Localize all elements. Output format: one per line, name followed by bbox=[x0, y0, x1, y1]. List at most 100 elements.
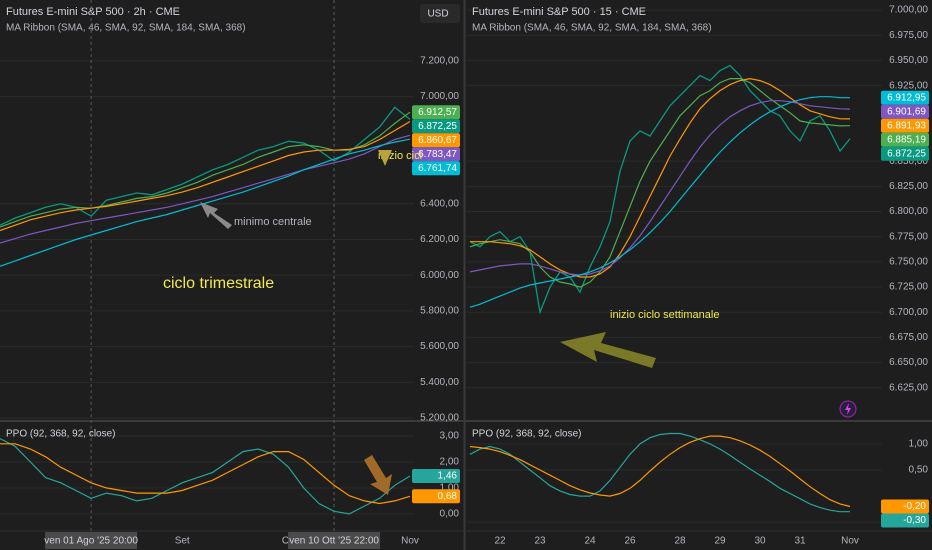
y-tick-label: 6.950,00 bbox=[889, 55, 928, 66]
price-line bbox=[470, 77, 851, 278]
y-tick-label: 5.200,00 bbox=[420, 413, 459, 424]
y-tick-label: 6.700,00 bbox=[889, 307, 928, 318]
y-tick-label: 6.675,00 bbox=[889, 332, 928, 343]
y-tick-label: 7.200,00 bbox=[420, 56, 459, 67]
currency-label: USD bbox=[427, 9, 448, 20]
x-tick-label: Nov bbox=[841, 536, 859, 547]
price-badge-label: 6.912,57 bbox=[418, 107, 457, 118]
y-tick-label: 7.000,00 bbox=[889, 5, 928, 16]
price-badge bbox=[412, 489, 460, 504]
y-tick-label: 6.000,00 bbox=[420, 270, 459, 281]
arrow-minimo bbox=[200, 202, 232, 229]
arrow-ppo bbox=[364, 455, 392, 495]
x-tick-label: Nov bbox=[401, 536, 419, 547]
x-tick-label: 28 bbox=[674, 536, 686, 547]
price-line bbox=[469, 78, 851, 288]
price-badge-label: 6.761,74 bbox=[418, 163, 457, 174]
chart-title: PPO (92, 368, 92, close) bbox=[6, 429, 116, 440]
y-tick-label: 7.000,00 bbox=[420, 91, 459, 102]
y-tick-label: 0,50 bbox=[909, 465, 929, 476]
y-tick-label: 5.600,00 bbox=[420, 341, 459, 352]
y-tick-label: 5.800,00 bbox=[420, 306, 459, 317]
price-badge bbox=[881, 118, 929, 133]
indicator-line bbox=[469, 432, 850, 513]
y-tick-label: 6.925,00 bbox=[889, 80, 928, 91]
chart-subtitle: MA Ribbon (SMA, 46, SMA, 92, SMA, 184, S… bbox=[6, 23, 246, 34]
price-badge bbox=[412, 119, 460, 134]
x-tick-label: 23 bbox=[534, 536, 546, 547]
price-badge-label: 6.860,67 bbox=[418, 135, 457, 146]
x-tick-label: 24 bbox=[584, 536, 596, 547]
crosshair-label-bg bbox=[45, 532, 138, 549]
x-tick-label: Set bbox=[175, 536, 190, 547]
annotation: minimo centrale bbox=[234, 216, 312, 228]
x-tick-label: 29 bbox=[714, 536, 726, 547]
chart-title: PPO (92, 368, 92, close) bbox=[472, 429, 582, 440]
crosshair-label: ven 10 Ott '25 22:00 bbox=[289, 536, 379, 547]
y-tick-label: 6.975,00 bbox=[889, 30, 928, 41]
arrow-settimanale bbox=[560, 332, 656, 368]
crosshair-label: ven 01 Ago '25 20:00 bbox=[44, 536, 138, 547]
x-tick-label: 31 bbox=[794, 536, 806, 547]
price-badge bbox=[412, 133, 460, 148]
indicator-line bbox=[0, 438, 411, 515]
price-badge-label: 6.891,93 bbox=[887, 120, 926, 131]
price-line bbox=[0, 120, 411, 232]
y-tick-label: 6.625,00 bbox=[889, 382, 928, 393]
price-badge bbox=[881, 513, 929, 528]
crosshair-label-bg bbox=[288, 532, 381, 549]
price-badge-label: 6.872,25 bbox=[418, 121, 457, 132]
annotation: ciclo trimestrale bbox=[163, 275, 274, 292]
chart-subtitle: MA Ribbon (SMA, 46, SMA, 92, SMA, 184, S… bbox=[472, 23, 712, 34]
y-tick-label: 2,00 bbox=[440, 457, 460, 468]
chart-title: Futures E-mini S&P 500 · 2h · CME bbox=[6, 6, 180, 18]
price-badge-label: -0,30 bbox=[903, 515, 926, 526]
indicator-line bbox=[0, 443, 411, 505]
indicator-line bbox=[469, 435, 851, 508]
chart-title: Futures E-mini S&P 500 · 15 · CME bbox=[472, 6, 646, 18]
y-tick-label: 6.850,00 bbox=[889, 156, 928, 167]
price-badge-label: 6.912,95 bbox=[887, 92, 926, 103]
price-badge-label: 1,46 bbox=[438, 471, 458, 482]
price-line bbox=[0, 138, 411, 267]
price-badge-label: 6.872,25 bbox=[887, 148, 926, 159]
y-tick-label: 6.725,00 bbox=[889, 282, 928, 293]
currency-button-bg bbox=[420, 4, 460, 23]
y-tick-label: 6.800,00 bbox=[889, 206, 928, 217]
x-tick-label: 22 bbox=[494, 536, 506, 547]
price-badge bbox=[881, 104, 929, 119]
price-badge-label: 0,68 bbox=[438, 491, 458, 502]
alert-icon[interactable] bbox=[839, 400, 857, 418]
y-tick-label: 6.650,00 bbox=[889, 357, 928, 368]
price-badge bbox=[881, 146, 929, 161]
x-tick-label: 26 bbox=[624, 536, 636, 547]
price-badge bbox=[412, 105, 460, 120]
y-tick-label: 6.200,00 bbox=[420, 234, 459, 245]
y-tick-label: 1,00 bbox=[440, 483, 460, 494]
price-badge-label: 6.783,47 bbox=[418, 149, 457, 160]
annotation: inizio ciclo settimanale bbox=[610, 309, 719, 321]
price-badge bbox=[412, 469, 460, 483]
y-tick-label: 3,00 bbox=[440, 431, 460, 442]
alert-bolt bbox=[845, 403, 851, 415]
price-badge-label: 6.885,19 bbox=[887, 134, 926, 145]
arrow-inizio bbox=[378, 150, 392, 166]
price-line bbox=[469, 100, 851, 276]
price-badge bbox=[412, 147, 460, 162]
y-tick-label: 5.400,00 bbox=[420, 377, 459, 388]
price-badge bbox=[881, 499, 929, 514]
y-tick-label: 6.775,00 bbox=[889, 231, 928, 242]
y-tick-label: 6.750,00 bbox=[889, 257, 928, 268]
price-badge-label: -0,20 bbox=[903, 501, 926, 512]
price-line bbox=[469, 96, 850, 308]
price-line bbox=[0, 134, 411, 244]
y-tick-label: 1,00 bbox=[909, 439, 929, 450]
price-badge bbox=[881, 132, 929, 147]
x-tick-label: 30 bbox=[754, 536, 766, 547]
price-badge-label: 6.901,69 bbox=[887, 106, 926, 117]
currency-button[interactable]: USD bbox=[420, 4, 460, 23]
price-badge bbox=[881, 90, 929, 105]
